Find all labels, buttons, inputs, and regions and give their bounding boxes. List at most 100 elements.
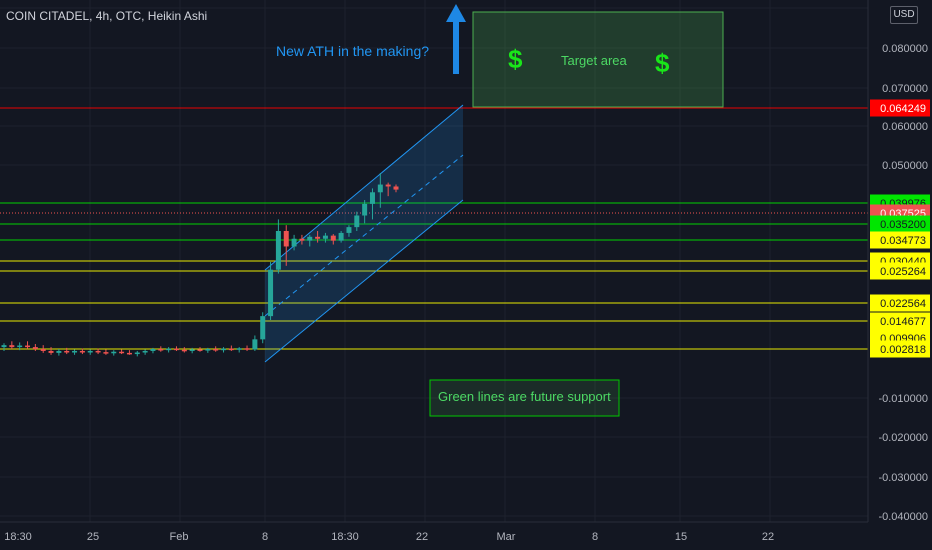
support-note: Green lines are future support bbox=[438, 389, 611, 404]
price-level-label: 0.014677 bbox=[880, 316, 926, 328]
symbol-title: COIN CITADEL, 4h, OTC, Heikin Ashi bbox=[6, 9, 208, 23]
candle-body bbox=[338, 232, 344, 241]
price-level-label: 0.002818 bbox=[880, 344, 926, 356]
time-tick-label: 22 bbox=[416, 531, 428, 543]
candle-body bbox=[252, 339, 258, 350]
price-axis[interactable]: 0.080000 0.070000 0.060000 0.050000 -0.01000… bbox=[867, 0, 932, 523]
price-level-label: 0.022564 bbox=[880, 298, 926, 310]
support-note-box bbox=[429, 379, 620, 417]
candle-body bbox=[236, 348, 242, 350]
price-level-badge bbox=[870, 294, 930, 312]
price-level-badge bbox=[870, 340, 930, 358]
annotations[interactable] bbox=[429, 4, 724, 417]
time-tick-label: 25 bbox=[87, 531, 99, 543]
candles bbox=[1, 172, 399, 357]
price-level-label: 0.064249 bbox=[880, 103, 926, 115]
candle-body bbox=[369, 192, 375, 204]
time-tick-label: Feb bbox=[170, 531, 189, 543]
candle-body bbox=[166, 348, 172, 351]
candle-body bbox=[40, 349, 46, 351]
candle-body bbox=[48, 350, 54, 353]
candle-body bbox=[228, 348, 234, 351]
price-tick-label: -0.010000 bbox=[878, 393, 928, 405]
candle-body bbox=[189, 349, 195, 351]
candle-body bbox=[25, 345, 31, 348]
candle-body bbox=[385, 184, 391, 187]
target-area-box bbox=[472, 11, 724, 108]
candle-body bbox=[181, 349, 187, 352]
candle-body bbox=[377, 184, 383, 193]
candle-body bbox=[307, 236, 313, 241]
candle-body bbox=[268, 269, 274, 317]
ath-annotation: New ATH in the making? bbox=[276, 43, 430, 59]
price-level-label: 0.035200 bbox=[880, 219, 926, 231]
price-level-badge bbox=[870, 262, 930, 280]
price-level-badge bbox=[870, 215, 930, 233]
currency-badge[interactable]: USD bbox=[890, 6, 918, 24]
price-level-badge bbox=[870, 231, 930, 249]
candle-body bbox=[346, 227, 352, 233]
channel-fill bbox=[265, 105, 463, 362]
candle-body bbox=[291, 238, 297, 247]
price-tick-label: 0.080000 bbox=[882, 43, 928, 55]
price-tick-label: -0.040000 bbox=[878, 511, 928, 523]
candle-body bbox=[9, 345, 15, 348]
candle-body bbox=[111, 351, 117, 354]
candle-body bbox=[299, 238, 305, 241]
candle-body bbox=[103, 352, 109, 354]
candle-body bbox=[197, 349, 203, 351]
grid bbox=[0, 0, 868, 522]
candle-body bbox=[354, 215, 360, 228]
candle-body bbox=[362, 203, 368, 216]
up-arrow-icon bbox=[446, 4, 466, 74]
dollar-sign-icon: $ bbox=[508, 44, 523, 74]
dollar-sign-icon: $ bbox=[655, 48, 670, 78]
candle-body bbox=[142, 350, 148, 353]
time-tick-label: 22 bbox=[762, 531, 774, 543]
time-tick-label: 15 bbox=[675, 531, 687, 543]
price-tick-label: -0.030000 bbox=[878, 472, 928, 484]
price-level-label: 0.034773 bbox=[880, 235, 926, 247]
candle-body bbox=[17, 345, 23, 348]
candle-body bbox=[72, 350, 78, 353]
price-level-badge bbox=[870, 99, 930, 117]
time-tick-label: 18:30 bbox=[331, 531, 359, 543]
candle-body bbox=[322, 235, 328, 239]
candle-body bbox=[283, 230, 289, 247]
candle-body bbox=[64, 350, 70, 353]
time-axis[interactable]: 18:30 25 Feb 8 18:30 22 Mar 8 15 22 bbox=[0, 521, 868, 543]
candle-body bbox=[79, 350, 85, 353]
candle-body bbox=[150, 349, 156, 351]
price-tick-label: 0.060000 bbox=[882, 121, 928, 133]
channel-lower-line bbox=[264, 199, 464, 363]
candle-body bbox=[126, 352, 132, 355]
candle-body bbox=[275, 230, 281, 270]
candle-body bbox=[1, 345, 7, 348]
channel-mid-line bbox=[264, 154, 464, 317]
candle-body bbox=[87, 350, 93, 353]
candle-body bbox=[134, 352, 140, 355]
target-area-label: Target area bbox=[561, 53, 627, 68]
candle-body bbox=[56, 350, 62, 353]
candle-body bbox=[205, 349, 211, 351]
candle-body bbox=[244, 348, 250, 350]
candle-body bbox=[393, 186, 399, 190]
time-tick-label: 18:30 bbox=[4, 531, 32, 543]
candle-body bbox=[173, 348, 179, 351]
parallel-channel[interactable] bbox=[264, 104, 464, 363]
price-tick-label: 0.070000 bbox=[882, 83, 928, 95]
time-tick-label: 8 bbox=[262, 531, 268, 543]
time-tick-label: 8 bbox=[592, 531, 598, 543]
horizontal-levels bbox=[0, 107, 868, 350]
candle-body bbox=[119, 351, 125, 354]
price-level-badge bbox=[870, 312, 930, 330]
candle-body bbox=[260, 316, 266, 340]
candle-body bbox=[95, 350, 101, 353]
candle-body bbox=[213, 349, 219, 351]
candle-body bbox=[32, 347, 38, 350]
price-tick-label: -0.020000 bbox=[878, 432, 928, 444]
candle-body bbox=[330, 235, 336, 241]
time-tick-label: Mar bbox=[497, 531, 516, 543]
candle-body bbox=[158, 349, 164, 351]
